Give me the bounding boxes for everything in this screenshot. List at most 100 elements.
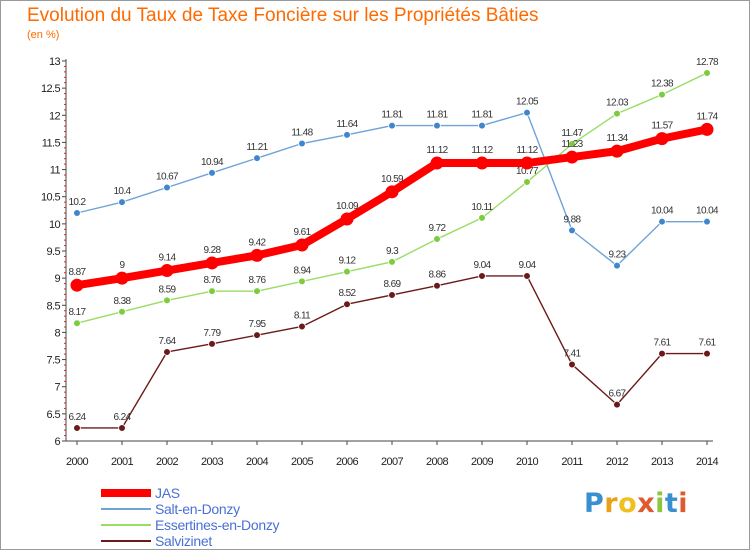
data-point	[523, 272, 531, 280]
data-label: 9.3	[386, 246, 399, 257]
data-point	[433, 121, 441, 130]
data-point	[613, 400, 621, 409]
data-label: 8.94	[293, 265, 311, 276]
y-tick-label: 11	[50, 165, 61, 177]
y-tick-label: 10.5	[41, 192, 60, 204]
data-point	[610, 144, 624, 158]
data-point	[700, 122, 714, 136]
data-point	[295, 238, 309, 252]
data-point	[613, 109, 621, 118]
x-tick-label: 2002	[156, 456, 179, 468]
data-label: 9.28	[203, 245, 221, 256]
page-title: Evolution du Taux de Taxe Foncière sur l…	[27, 5, 539, 26]
data-label: 8.76	[203, 275, 221, 286]
y-tick-label: 8	[54, 327, 60, 339]
x-tick-label: 2004	[246, 456, 269, 468]
y-tick-label: 7.5	[47, 355, 61, 367]
data-label: 9.88	[563, 214, 581, 225]
legend-swatch	[101, 524, 151, 526]
data-label: 12.05	[516, 97, 539, 108]
data-point	[565, 150, 579, 164]
data-label: 9.23	[608, 250, 626, 261]
legend-label: Salvizinet	[155, 533, 212, 549]
data-point	[388, 258, 396, 266]
data-label: 8.76	[248, 275, 266, 286]
legend-swatch	[101, 489, 151, 497]
data-point	[658, 349, 666, 358]
data-point	[478, 214, 486, 222]
data-label: 9.14	[158, 253, 176, 264]
data-point	[433, 281, 441, 290]
legend-swatch	[101, 540, 151, 542]
data-point	[118, 198, 126, 206]
data-point	[253, 331, 261, 339]
data-label: 8.11	[294, 310, 311, 321]
data-label: 10.09	[336, 201, 359, 212]
y-tick-label: 9.5	[47, 246, 61, 258]
data-label: 10.4	[113, 186, 131, 197]
data-point	[340, 212, 354, 226]
data-point	[658, 90, 666, 99]
data-point	[388, 121, 396, 130]
legend-label: Essertines-en-Donzy	[155, 517, 280, 533]
data-label: 8.17	[68, 307, 86, 318]
data-label: 11.23	[561, 139, 583, 150]
data-point	[475, 156, 489, 170]
x-tick-label: 2012	[606, 456, 629, 468]
legend-swatch	[101, 508, 151, 510]
data-label: 10.67	[156, 171, 179, 182]
logo-letter: o	[618, 488, 638, 519]
data-point	[568, 140, 576, 148]
x-tick-label: 2014	[696, 456, 719, 468]
data-label: 10.2	[68, 197, 86, 208]
data-point	[520, 156, 534, 170]
data-label: 11.81	[471, 110, 493, 121]
data-label: 12.03	[606, 98, 629, 109]
data-point	[73, 319, 81, 328]
data-label: 9.04	[518, 260, 536, 271]
data-point	[433, 235, 441, 243]
data-label: 11.81	[381, 110, 403, 121]
data-label: 7.79	[203, 328, 221, 339]
data-label: 7.95	[248, 319, 266, 330]
logo-letter: i	[678, 488, 689, 519]
data-label: 6.67	[608, 389, 626, 400]
data-point	[253, 287, 261, 295]
data-point	[343, 300, 351, 309]
data-label: 7.64	[158, 336, 176, 347]
logo-letter: i	[655, 488, 665, 519]
data-point	[703, 349, 711, 358]
data-point	[208, 287, 216, 295]
y-tick-label: 9	[54, 273, 60, 285]
data-label: 9.61	[293, 227, 311, 238]
data-label: 11.74	[696, 111, 718, 122]
data-label: 9.12	[338, 256, 356, 267]
data-point	[388, 291, 396, 299]
data-label: 10.04	[696, 206, 719, 217]
series-essertines-en-donzy: 8.17 8.38 8.59 8.76 8.76 8.94 9.12 9.3 9.72 10.11…	[68, 57, 720, 328]
x-tick-label: 2011	[561, 456, 583, 468]
data-point	[163, 183, 171, 192]
data-point	[70, 278, 84, 292]
proxiti-logo: Proxiti	[584, 488, 688, 519]
x-tick-label: 2009	[471, 456, 494, 468]
data-point	[478, 121, 486, 130]
y-tick-label: 8.5	[47, 300, 61, 312]
data-label: 11.21	[246, 142, 268, 153]
data-point	[250, 248, 264, 262]
series-salvizinet: 6.24 6.24 7.64 7.79 7.95 8.11 8.52 8.69 8.86 9.04…	[68, 260, 717, 432]
x-tick-label: 2001	[111, 456, 134, 468]
data-label: 11.81	[426, 110, 448, 121]
logo-letter: r	[604, 488, 619, 519]
data-label: 9.42	[248, 237, 266, 248]
data-point	[523, 178, 531, 186]
data-label: 11.34	[606, 133, 628, 144]
logo-letter: t	[664, 488, 679, 519]
data-point	[253, 154, 261, 162]
logo-letter: P	[584, 488, 605, 519]
data-label: 10.94	[201, 157, 224, 168]
data-label: 11.57	[651, 121, 673, 132]
series-jas: 8.87 9 9.14 9.28 9.42 9.61 10.09 10.59 11.12 11.1…	[68, 111, 719, 292]
